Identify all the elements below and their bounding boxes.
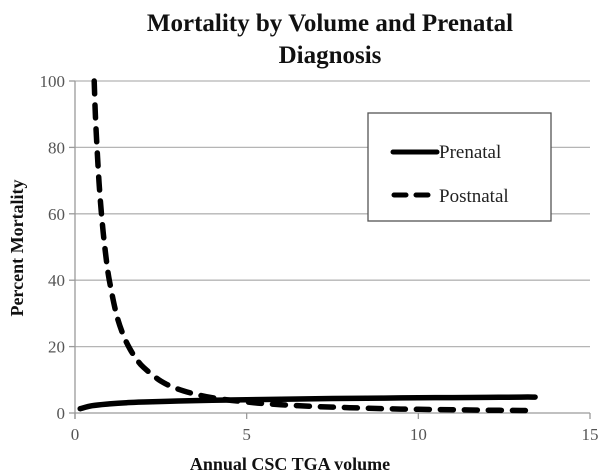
y-tick-label: 20 xyxy=(48,338,65,357)
y-axis-label: Percent Mortality xyxy=(7,179,27,316)
y-tick-label: 100 xyxy=(40,72,66,91)
series-lines xyxy=(77,78,538,414)
x-tick-labels: 0 5 10 15 xyxy=(71,425,599,444)
legend: Prenatal Postnatal xyxy=(367,112,552,222)
y-tick-label: 40 xyxy=(48,271,65,290)
chart-title-line-1: Mortality by Volume and Prenatal xyxy=(147,10,513,37)
y-tick-label: 60 xyxy=(48,205,65,224)
x-tick-label: 15 xyxy=(582,425,599,444)
x-axis-label: Annual CSC TGA volume xyxy=(190,454,390,474)
legend-label-postnatal: Postnatal xyxy=(439,186,509,207)
x-tick-label: 10 xyxy=(410,425,427,444)
y-tick-label: 0 xyxy=(57,404,66,423)
y-tick-label: 80 xyxy=(48,138,65,157)
series-line-prenatal xyxy=(77,394,538,412)
axes xyxy=(69,80,591,419)
chart-title-line-2: Diagnosis xyxy=(279,42,382,69)
chart-title: Mortality by Volume and Prenatal Diagnos… xyxy=(147,10,513,69)
series-line-postnatal xyxy=(91,78,538,414)
legend-box xyxy=(367,112,552,222)
y-tick-labels: 0 20 40 60 80 100 xyxy=(40,72,66,423)
legend-label-prenatal: Prenatal xyxy=(439,142,501,163)
x-tick-label: 5 xyxy=(242,425,251,444)
x-tick-label: 0 xyxy=(71,425,80,444)
